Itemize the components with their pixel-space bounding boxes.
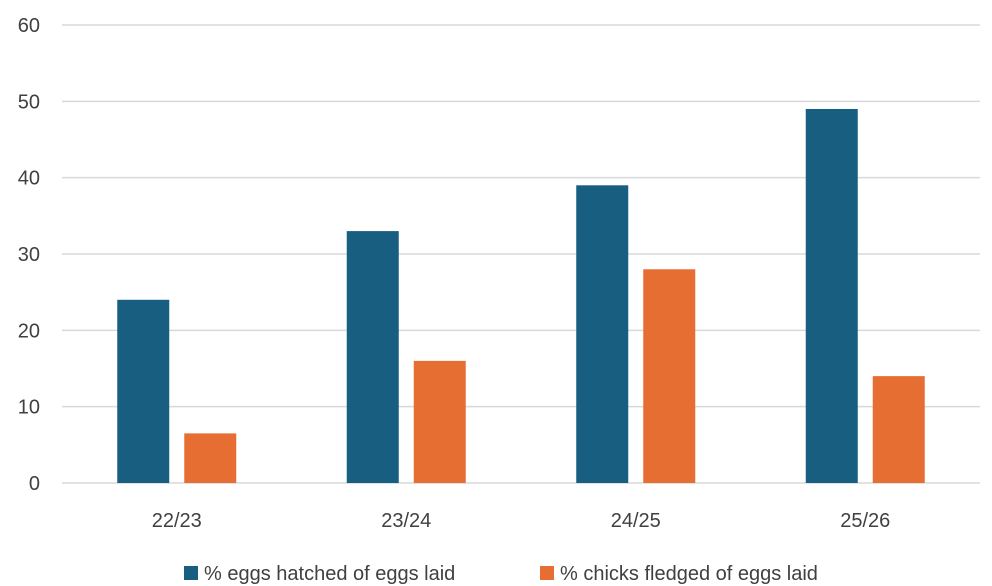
gridlines [62, 24, 980, 484]
legend-item: % eggs hatched of eggs laid [184, 563, 455, 585]
x-axis-tick-labels: 22/23 23/24 24/25 25/26 [152, 510, 891, 532]
bar-chicks-fledged-24-25 [643, 269, 696, 483]
y-tick-label: 60 [18, 15, 40, 37]
x-tick-label: 25/26 [840, 510, 890, 532]
y-tick-label: 40 [18, 168, 40, 190]
bar-chicks-fledged-25-26 [872, 376, 925, 483]
legend-label: % eggs hatched of eggs laid [204, 563, 455, 585]
y-tick-label: 30 [18, 244, 40, 266]
legend-item: % chicks fledged of eggs laid [540, 563, 818, 585]
legend-swatch [540, 566, 554, 580]
y-tick-label: 50 [18, 91, 40, 113]
y-tick-label: 10 [18, 397, 40, 419]
bars [117, 108, 925, 484]
x-tick-label: 22/23 [152, 510, 202, 532]
y-tick-label: 0 [29, 473, 40, 495]
bar-chicks-fledged-22-23 [184, 433, 237, 483]
y-axis-tick-labels: 0 10 20 30 40 50 60 [18, 15, 40, 495]
bar-eggs-hatched-24-25 [576, 185, 629, 484]
bar-eggs-hatched-22-23 [117, 299, 170, 483]
y-tick-label: 20 [18, 320, 40, 342]
x-tick-label: 23/24 [381, 510, 431, 532]
legend-swatch [184, 566, 198, 580]
x-tick-label: 24/25 [611, 510, 661, 532]
bar-eggs-hatched-23-24 [346, 231, 399, 483]
bar-eggs-hatched-25-26 [805, 108, 858, 483]
legend: % eggs hatched of eggs laid % chicks fled… [184, 563, 818, 585]
legend-label: % chicks fledged of eggs laid [560, 563, 818, 585]
bar-chicks-fledged-23-24 [413, 360, 466, 483]
